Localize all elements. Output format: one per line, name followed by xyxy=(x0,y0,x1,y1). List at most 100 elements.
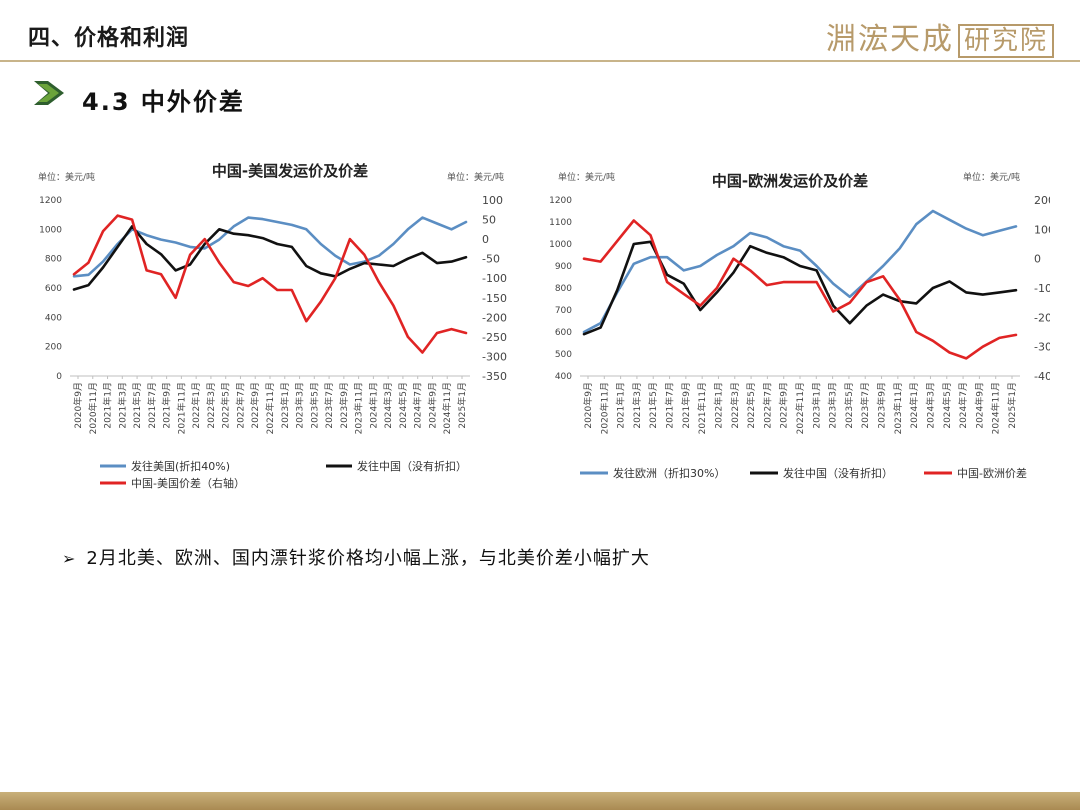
bullet-text: 2月北美、欧洲、国内漂针浆价格均小幅上涨，与北美价差小幅扩大 xyxy=(86,548,650,569)
x-tick-label: 2020年9月 xyxy=(72,382,84,429)
y-left-tick-label: 800 xyxy=(555,284,572,294)
x-tick-label: 2023年7月 xyxy=(323,382,335,429)
x-tick-label: 2021年9月 xyxy=(680,382,692,429)
x-tick-label: 2024年1月 xyxy=(908,382,920,429)
x-tick-label: 2023年9月 xyxy=(338,382,350,429)
x-tick-label: 2023年3月 xyxy=(827,382,839,429)
y-left-tick-label: 400 xyxy=(555,372,572,382)
x-tick-label: 2023年3月 xyxy=(294,382,306,429)
y-left-tick-label: 600 xyxy=(45,284,62,294)
x-tick-label: 2023年11月 xyxy=(353,382,365,434)
x-tick-label: 2024年7月 xyxy=(412,382,424,429)
x-tick-label: 2022年11月 xyxy=(794,382,806,434)
arrowhead-bullet-icon: ➢ xyxy=(62,549,77,568)
y-left-tick-label: 1100 xyxy=(550,218,572,228)
y-right-tick-label: -200 xyxy=(482,311,507,324)
x-tick-label: 2024年5月 xyxy=(397,382,409,429)
x-tick-label: 2024年11月 xyxy=(990,382,1002,434)
x-tick-label: 2022年3月 xyxy=(205,382,217,429)
y-left-tick-label: 600 xyxy=(555,328,572,338)
y-right-tick-label: -150 xyxy=(482,292,507,305)
company-logo: 淵浤天成 研究院 xyxy=(826,14,1054,58)
y-left-tick-label: 400 xyxy=(45,313,62,323)
x-tick-label: 2020年11月 xyxy=(87,382,99,434)
x-tick-label: 2023年5月 xyxy=(308,382,320,429)
legend-label: 发往美国(折扣40%) xyxy=(131,459,230,473)
x-tick-label: 2022年9月 xyxy=(778,382,790,429)
y-right-tick-label: 200 xyxy=(1034,194,1050,207)
y-left-tick-label: 1200 xyxy=(39,196,62,206)
chart-title: 中国-欧洲发运价及价差 xyxy=(712,172,868,190)
x-tick-label: 2022年11月 xyxy=(264,382,276,434)
y-right-tick-label: 50 xyxy=(482,214,496,227)
series-line xyxy=(582,209,1018,334)
x-tick-label: 2024年9月 xyxy=(426,382,438,429)
x-tick-label: 2024年3月 xyxy=(924,382,936,429)
x-tick-label: 2024年3月 xyxy=(382,382,394,429)
header-divider xyxy=(0,60,1080,62)
legend-label: 发往中国（没有折扣） xyxy=(357,459,467,473)
series-line xyxy=(72,225,468,291)
y-left-tick-label: 1200 xyxy=(550,196,572,206)
x-tick-label: 2024年9月 xyxy=(973,382,985,429)
x-tick-label: 2024年1月 xyxy=(367,382,379,429)
chevron-right-icon xyxy=(34,81,64,105)
x-tick-label: 2023年7月 xyxy=(859,382,871,429)
logo-boxed-text: 研究院 xyxy=(957,24,1054,58)
x-tick-label: 2021年5月 xyxy=(131,382,143,429)
axes-layer: 0 200 400 600 800 1000 1200 100 50 0 -50 -100 -150 -2… xyxy=(39,194,507,434)
y-left-tick-label: 700 xyxy=(555,306,572,316)
legend-label: 中国-欧洲价差 xyxy=(957,466,1027,480)
chart-china-europe: 中国-欧洲发运价及价差 单位：美元/吨 单位：美元/吨 400 500 600 700… xyxy=(550,171,1050,480)
chart-china-us: 中国-美国发运价及价差 单位：美元/吨 单位：美元/吨 0 200 400 600 80… xyxy=(38,162,507,490)
legend-entry: 中国-美国价差（右轴） xyxy=(100,476,245,490)
x-tick-label: 2021年7月 xyxy=(146,382,158,429)
series-line xyxy=(72,214,468,354)
y-right-tick-label: -300 xyxy=(1034,341,1050,354)
y-right-tick-label: -350 xyxy=(482,370,507,383)
x-tick-label: 2023年5月 xyxy=(843,382,855,429)
x-tick-label: 2021年3月 xyxy=(116,382,128,429)
x-tick-label: 2020年11月 xyxy=(598,382,610,434)
footer-bar xyxy=(0,792,1080,810)
y-right-tick-label: -300 xyxy=(482,350,507,363)
legend-label: 发往中国（没有折扣） xyxy=(783,466,893,480)
y-right-tick-label: -100 xyxy=(1034,282,1050,295)
page-header-title: 四、价格和利润 xyxy=(28,26,190,51)
unit-left-label: 单位：美元/吨 xyxy=(558,171,615,183)
unit-left-label: 单位：美元/吨 xyxy=(38,171,95,183)
y-left-tick-label: 1000 xyxy=(550,240,572,250)
series-line xyxy=(72,216,468,278)
lines-layer xyxy=(582,209,1018,360)
x-tick-label: 2024年7月 xyxy=(957,382,969,429)
unit-right-label: 单位：美元/吨 xyxy=(963,171,1020,183)
x-tick-label: 2023年11月 xyxy=(892,382,904,434)
x-tick-label: 2022年3月 xyxy=(729,382,741,429)
x-tick-label: 2025年1月 xyxy=(1006,382,1018,429)
y-left-tick-label: 900 xyxy=(555,262,572,272)
section-title: 4.3 中外价差 xyxy=(82,88,245,116)
legend: 发往欧洲（折扣30%） 发往中国（没有折扣） 中国-欧洲价差 xyxy=(580,466,1027,480)
x-tick-label: 2021年11月 xyxy=(175,382,187,434)
x-tick-label: 2023年1月 xyxy=(810,382,822,429)
x-tick-label: 2022年1月 xyxy=(712,382,724,429)
x-tick-label: 2022年1月 xyxy=(190,382,202,429)
x-tick-label: 2022年5月 xyxy=(745,382,757,429)
y-left-tick-label: 800 xyxy=(45,255,62,265)
y-left-tick-label: 1000 xyxy=(39,225,62,235)
x-tick-label: 2022年5月 xyxy=(220,382,232,429)
legend-entry: 发往欧洲（折扣30%） xyxy=(580,466,725,480)
axes-layer: 4005006007008009001000110012002001000-10… xyxy=(550,194,1050,434)
x-tick-label: 2024年11月 xyxy=(441,382,453,434)
x-tick-label: 2023年1月 xyxy=(279,382,291,429)
x-tick-label: 2022年9月 xyxy=(249,382,261,429)
x-tick-label: 2021年3月 xyxy=(631,382,643,429)
lines-layer xyxy=(72,214,468,354)
x-tick-label: 2022年7月 xyxy=(234,382,246,429)
legend-label: 发往欧洲（折扣30%） xyxy=(613,466,725,480)
chart-title: 中国-美国发运价及价差 xyxy=(212,162,368,180)
series-line xyxy=(582,240,1018,336)
legend-label: 中国-美国价差（右轴） xyxy=(131,476,245,490)
y-right-tick-label: -400 xyxy=(1034,370,1050,383)
y-right-tick-label: -50 xyxy=(482,253,500,266)
